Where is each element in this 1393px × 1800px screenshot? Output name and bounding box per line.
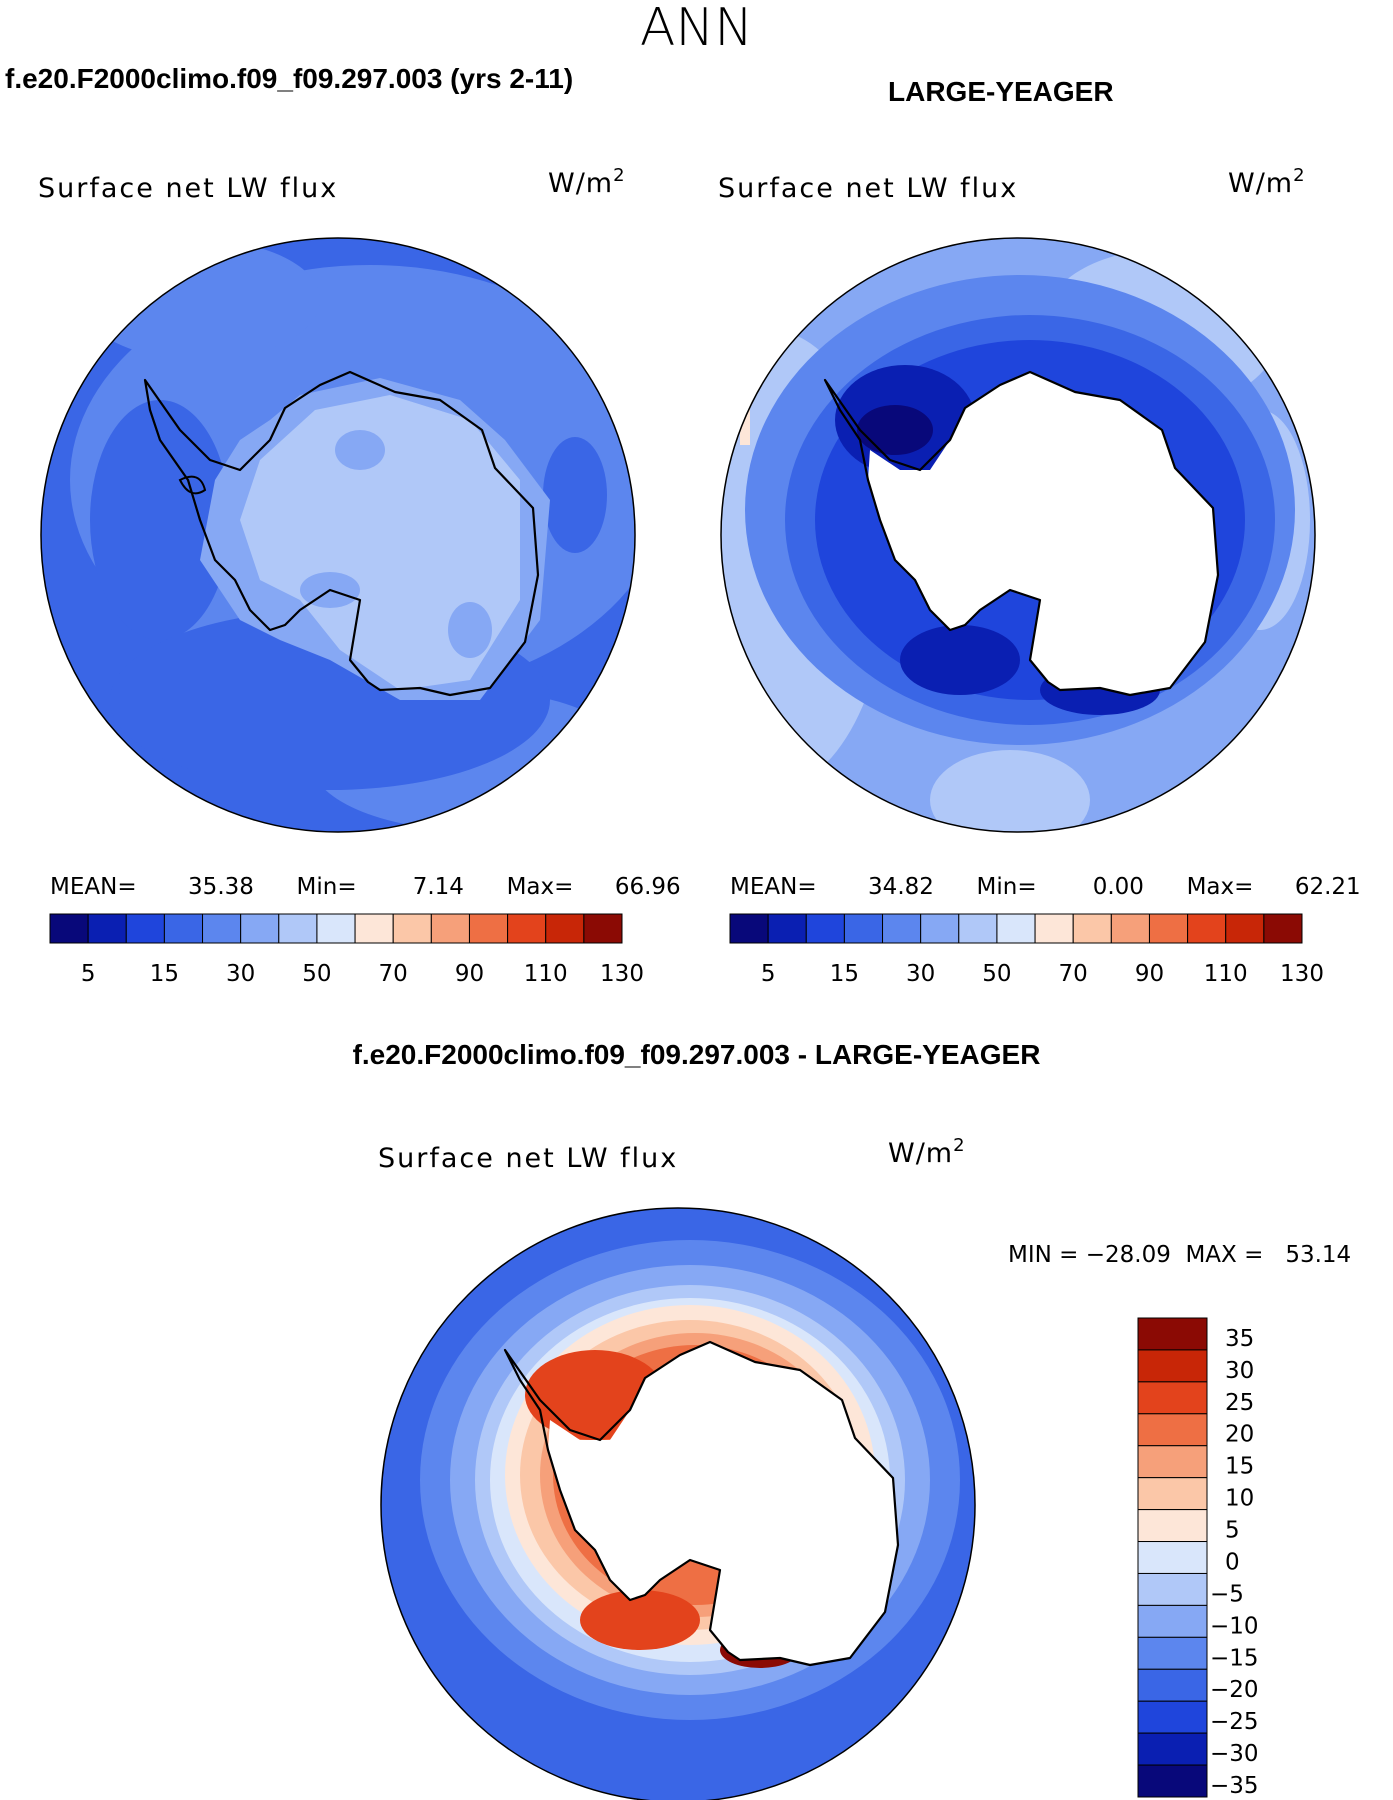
panel-1-variable: Surface net LW flux [38, 173, 339, 204]
panel-2-colorbar-swatch [1263, 913, 1303, 944]
panel-1-colorbar: 5 15 30 50 70 90 110 130 [49, 913, 644, 987]
difference-colorbar-swatch [1137, 1604, 1208, 1638]
panel-1-colorbar-swatch [278, 913, 318, 944]
difference-colorbar-swatch [1137, 1636, 1208, 1670]
difference-colorbar-tick-label: −35 [1210, 1773, 1259, 1799]
panel-1-map-border [40, 237, 636, 833]
panel-1-colorbar-swatch [163, 913, 204, 944]
difference-colorbar-tick-label: 10 [1225, 1486, 1254, 1512]
panel-2-colorbar-swatch [1187, 913, 1227, 944]
difference-colorbar: 35 30 25 20 15 10 5 0 −5 −10 −15 −20 −25 −30 −35 [1137, 1317, 1259, 1799]
difference-colorbar-tick-label: −25 [1210, 1709, 1259, 1735]
panel-2-colorbar-swatch [729, 913, 769, 944]
panel-1-colorbar-swatch [316, 913, 356, 944]
panel-1-stats: MEAN= 35.38 Min= 7.14 Max= 66.96 [50, 874, 681, 900]
panel-2-colorbar-tick-label: 110 [1204, 961, 1248, 987]
panel-1-colorbar-tick-label: 15 [150, 961, 179, 987]
panel-2-colorbar-swatch [1034, 913, 1074, 944]
panel-1-colorbar-tick-label: 70 [379, 961, 408, 987]
difference-colorbar-tick-label: 35 [1225, 1326, 1254, 1352]
difference-colorbar-swatch [1137, 1509, 1208, 1543]
panel-1-colorbar-swatch [545, 913, 585, 944]
panel-2-colorbar-swatch [805, 913, 845, 944]
panel-1-colorbar-swatch [583, 913, 623, 944]
panel-2-colorbar-swatch [1072, 913, 1112, 944]
difference-colorbar-tick-label: 25 [1225, 1390, 1254, 1416]
difference-header: f.e20.F2000climo.f09_f09.297.003 - LARGE… [352, 1039, 1041, 1070]
panel-2-colorbar-swatch [958, 913, 998, 944]
difference-units: W/m2 [888, 1135, 966, 1169]
difference-colorbar-tick-label: 15 [1225, 1454, 1254, 1480]
panel-2-colorbar-swatch [843, 913, 884, 944]
difference-colorbar-swatch [1137, 1700, 1208, 1734]
panel-1-map [41, 238, 635, 832]
panel-1-colorbar-swatch [507, 913, 547, 944]
difference-colorbar-tick-label: −10 [1210, 1613, 1259, 1639]
panel-1-colorbar-tick-label: 50 [302, 961, 331, 987]
panel-2-colorbar-swatch [996, 913, 1036, 944]
panel-2-map [721, 238, 1315, 832]
difference-colorbar-tick-label: 30 [1225, 1358, 1254, 1384]
panel-2-colorbar-tick-label: 70 [1059, 961, 1088, 987]
panel-2-colorbar-swatch [1110, 913, 1150, 944]
season-title: ANN [639, 0, 754, 58]
panel-2-colorbar-swatch [882, 913, 922, 944]
difference-colorbar-tick-label: −15 [1210, 1645, 1259, 1671]
difference-colorbar-tick-label: −30 [1210, 1741, 1259, 1767]
panel-2-variable: Surface net LW flux [718, 173, 1019, 204]
difference-colorbar-swatch [1137, 1572, 1208, 1606]
difference-colorbar-tick-label: 5 [1225, 1518, 1240, 1544]
panel-1-colorbar-swatch [125, 913, 165, 944]
difference-colorbar-tick-label: −20 [1210, 1677, 1259, 1703]
panel-1-colorbar-swatch [240, 913, 280, 944]
panel-1-colorbar-swatch [87, 913, 127, 944]
panel-2-units: W/m2 [1228, 165, 1306, 199]
panel-2-map-border [720, 237, 1316, 833]
panel-1-colorbar-tick-label: 90 [455, 961, 484, 987]
difference-colorbar-swatch [1137, 1413, 1208, 1447]
panel-2-colorbar-tick-label: 50 [982, 961, 1011, 987]
panel-1-colorbar-tick-label: 130 [600, 961, 644, 987]
panel-1-colorbar-swatch [354, 913, 394, 944]
panel-1-colorbar-swatch [49, 913, 89, 944]
panel-2-colorbar-swatch [920, 913, 960, 944]
panel-2-stats: MEAN= 34.82 Min= 0.00 Max= 62.21 [730, 874, 1361, 900]
panel-2-colorbar-tick-label: 5 [761, 961, 776, 987]
panel-1-colorbar-swatch [392, 913, 432, 944]
panel-2-colorbar-tick-label: 15 [830, 961, 859, 987]
difference-colorbar-swatch [1137, 1349, 1208, 1383]
panel-1-colorbar-swatch [430, 913, 470, 944]
difference-map [381, 1208, 975, 1800]
panel-2-header: LARGE-YEAGER [888, 76, 1114, 107]
panel-1-colorbar-swatch [202, 913, 242, 944]
difference-colorbar-tick-label: 20 [1225, 1422, 1254, 1448]
panel-2-colorbar: 5 15 30 50 70 90 110 130 [729, 913, 1324, 987]
panel-1-units: W/m2 [548, 165, 626, 199]
difference-map-border [380, 1207, 976, 1800]
difference-colorbar-swatch [1137, 1317, 1208, 1351]
panel-2-colorbar-swatch [767, 913, 807, 944]
difference-variable: Surface net LW flux [378, 1143, 679, 1174]
panel-1-colorbar-tick-label: 110 [524, 961, 568, 987]
panel-1-colorbar-tick-label: 5 [81, 961, 96, 987]
difference-minmax: MIN = −28.09 MAX = 53.14 [1008, 1242, 1352, 1268]
difference-colorbar-swatch [1137, 1668, 1208, 1702]
panel-1-colorbar-tick-label: 30 [226, 961, 255, 987]
difference-colorbar-tick-label: −5 [1210, 1581, 1244, 1607]
difference-colorbar-swatch [1137, 1445, 1208, 1479]
difference-colorbar-swatch [1137, 1381, 1208, 1415]
panel-2-colorbar-swatch [1148, 913, 1189, 944]
difference-colorbar-swatch [1137, 1732, 1208, 1766]
panel-2-colorbar-tick-label: 90 [1135, 961, 1164, 987]
difference-colorbar-swatch [1137, 1764, 1208, 1798]
panel-1-header: f.e20.F2000climo.f09_f09.297.003 (yrs 2-… [5, 63, 574, 94]
panel-2-colorbar-swatch [1225, 913, 1265, 944]
difference-colorbar-swatch [1137, 1477, 1208, 1511]
difference-colorbar-swatch [1137, 1541, 1208, 1574]
panel-1-colorbar-swatch [468, 913, 509, 944]
panel-2-colorbar-tick-label: 130 [1280, 961, 1324, 987]
panel-2-colorbar-tick-label: 30 [906, 961, 935, 987]
difference-colorbar-tick-label: 0 [1225, 1549, 1240, 1575]
